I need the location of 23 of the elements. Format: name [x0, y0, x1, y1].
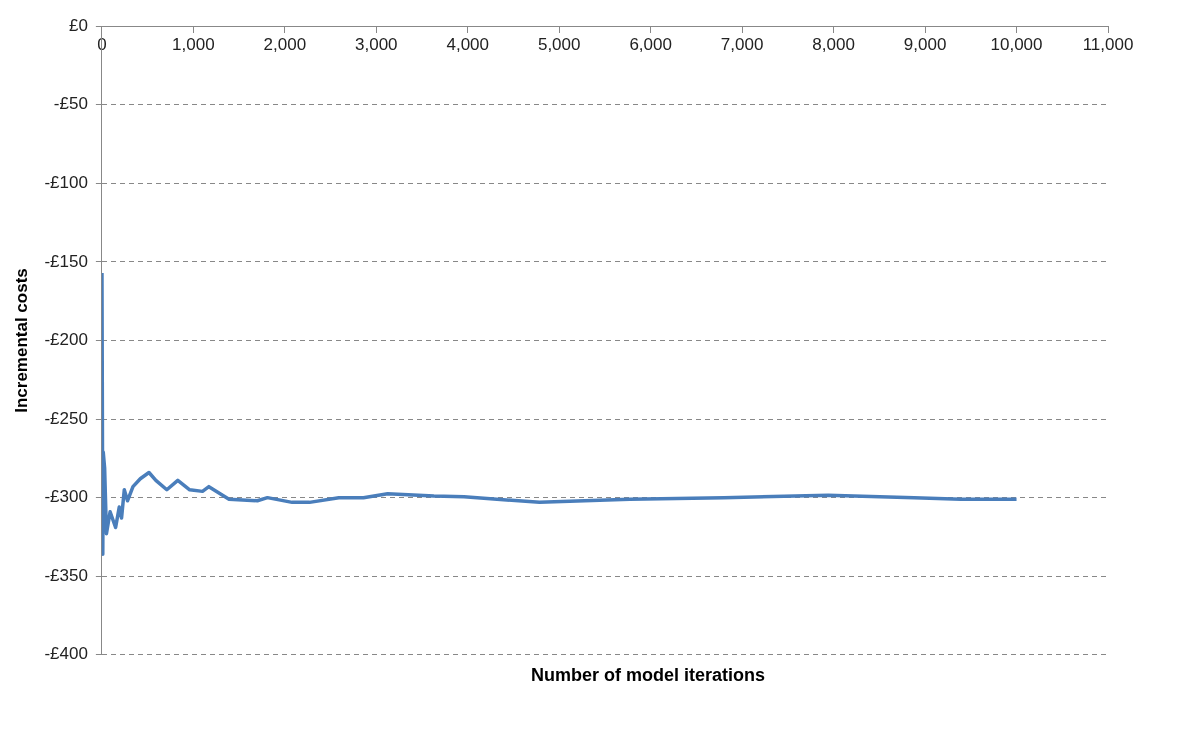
x-tick-label: 9,000: [903, 35, 947, 55]
x-tick-label: 10,000: [990, 35, 1043, 55]
y-tick-label: £0: [68, 15, 88, 35]
y-axis-title: Incremental costs: [11, 268, 31, 413]
y-tick-label: -£250: [44, 408, 88, 428]
x-tick-label: 4,000: [446, 35, 490, 55]
x-tick-label: 6,000: [629, 35, 672, 55]
x-tick-label: 5,000: [537, 35, 581, 55]
x-tick-label: 8,000: [812, 35, 855, 55]
y-tick-label: -£300: [44, 487, 88, 507]
x-tick-label: 1,000: [172, 35, 215, 55]
x-tick-label: 7,000: [720, 35, 764, 55]
x-tick-label: 0: [97, 35, 107, 55]
y-tick-label: -£400: [44, 644, 88, 664]
y-tick-label: -£350: [44, 565, 88, 585]
x-tick-label: 3,000: [355, 35, 398, 55]
y-tick-label: -£100: [44, 173, 88, 193]
y-tick-label: -£150: [44, 251, 88, 271]
y-tick-label: -£200: [44, 330, 88, 350]
x-tick-label: 11,000: [1082, 35, 1134, 55]
x-axis-title: Number of model iterations: [530, 665, 766, 686]
y-tick-label: -£50: [53, 94, 88, 114]
x-tick-label: 2,000: [263, 35, 307, 55]
